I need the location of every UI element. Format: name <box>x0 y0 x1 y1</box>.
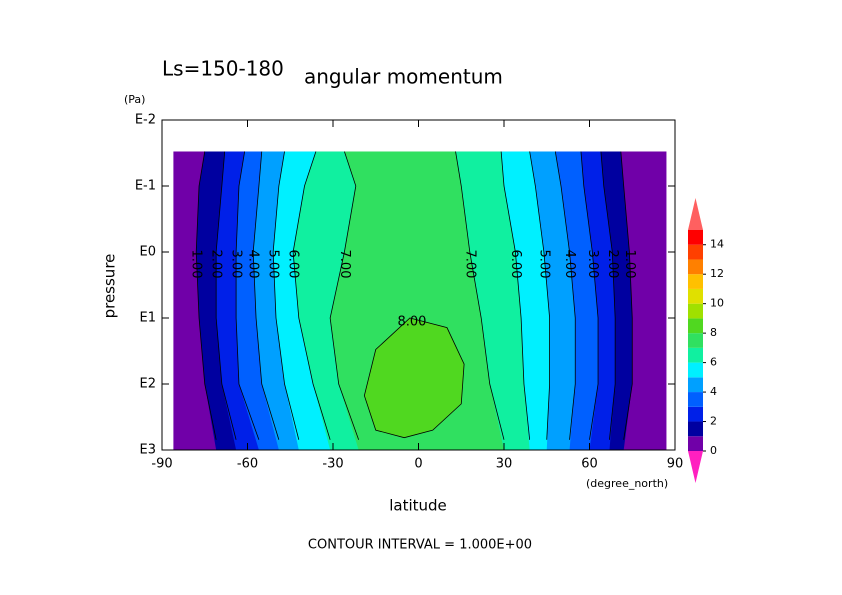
x-axis-label: latitude <box>389 497 447 515</box>
colorbar-label: 4 <box>710 385 717 398</box>
contour-line <box>455 151 505 440</box>
colorbar-swatch <box>688 274 703 289</box>
colorbar-swatch <box>688 259 703 275</box>
x-tick-label: -60 <box>237 457 258 472</box>
footer: CONTOUR INTERVAL = 1.000E+00 <box>308 538 532 553</box>
contour-label: 6.00 <box>286 250 301 279</box>
y-tick-label: E1 <box>140 311 157 326</box>
x-unit: (degree_north) <box>586 477 668 490</box>
contour-label: 7.00 <box>462 250 477 279</box>
contour-label: 5.00 <box>536 250 551 279</box>
x-tick-label: -90 <box>151 457 172 472</box>
contour-line <box>252 151 280 440</box>
colorbar-label: 2 <box>710 415 717 428</box>
y-tick-label: E3 <box>140 443 157 458</box>
x-tick-label: 0 <box>414 457 422 472</box>
colorbar-swatch <box>688 377 703 393</box>
colorbar-label: 0 <box>710 444 717 457</box>
contour-line <box>500 151 531 440</box>
contour-label: 8.00 <box>397 315 426 330</box>
colorbar-swatch <box>688 303 703 319</box>
contour-fill <box>364 318 465 438</box>
colorbar-swatch <box>688 421 703 437</box>
colorbar-swatch <box>688 392 703 407</box>
y-unit: (Pa) <box>124 93 145 106</box>
y-axis-label: pressure <box>101 254 119 319</box>
x-tick-label: 90 <box>667 457 684 472</box>
contour-label: 5.00 <box>266 250 281 279</box>
contour-line <box>329 151 360 440</box>
y-tick-label: E-1 <box>135 179 156 194</box>
colorbar-swatch <box>688 362 703 378</box>
contour-label: 4.00 <box>246 250 261 279</box>
contour-line <box>235 151 260 440</box>
contour-line <box>580 151 599 440</box>
contour-line <box>272 151 300 440</box>
contour-label: 1.00 <box>189 250 204 279</box>
contour-label: 7.00 <box>337 250 352 279</box>
colorbar-swatch <box>688 230 703 245</box>
contour-label: 6.00 <box>508 250 523 279</box>
y-tick-label: E-2 <box>135 113 156 128</box>
colorbar-under <box>688 451 703 483</box>
contour-label: 2.00 <box>209 250 224 279</box>
contour-line <box>554 151 576 440</box>
colorbar-swatch <box>688 436 703 451</box>
chart-subtitle: Ls=150-180 <box>162 57 284 81</box>
contour-line <box>292 151 331 440</box>
colorbar-label: 8 <box>710 326 717 339</box>
colorbar-swatch <box>688 288 703 304</box>
x-tick-label: 30 <box>496 457 513 472</box>
contour-label: 3.00 <box>229 250 244 279</box>
contour-line <box>529 151 550 440</box>
colorbar-label: 10 <box>710 297 724 310</box>
contour-line <box>215 151 237 440</box>
chart-title: angular momentum <box>304 65 503 89</box>
contour-label: 2.00 <box>605 250 620 279</box>
x-tick-label: -30 <box>322 457 343 472</box>
contour-label: 4.00 <box>562 250 577 279</box>
colorbar-swatch <box>688 333 703 348</box>
x-tick-label: 60 <box>581 457 598 472</box>
colorbar-label: 6 <box>710 356 717 369</box>
y-tick-label: E2 <box>140 377 157 392</box>
y-tick-label: E0 <box>140 245 157 260</box>
contour-label: 3.00 <box>585 250 600 279</box>
colorbar-swatch <box>688 318 703 334</box>
colorbar-swatch <box>688 406 703 422</box>
contour-line <box>600 151 616 440</box>
colorbar-swatch <box>688 244 703 260</box>
colorbar-label: 14 <box>710 238 724 251</box>
contour-line <box>620 151 633 440</box>
colorbar-over <box>688 198 703 230</box>
contour-line <box>195 151 217 440</box>
contour-line <box>363 317 465 439</box>
colorbar-swatch <box>688 347 703 363</box>
contour-label: 1.00 <box>622 250 637 279</box>
colorbar-label: 12 <box>710 267 724 280</box>
